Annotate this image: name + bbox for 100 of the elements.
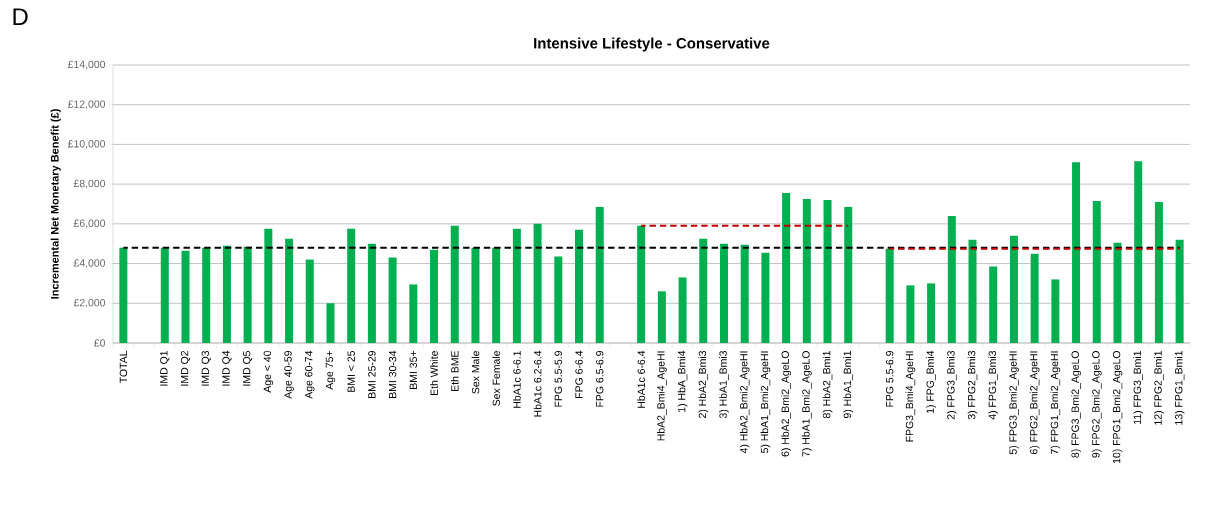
x-tick-label: HbA1c 6-6.1 bbox=[513, 351, 521, 408]
x-tick-label: BMI < 25 bbox=[347, 350, 355, 392]
x-tick-label: 1) HbA_Bmi4 bbox=[677, 350, 688, 412]
bar bbox=[1175, 239, 1184, 343]
bar bbox=[367, 243, 376, 343]
bar bbox=[1051, 279, 1060, 343]
x-tick-label: BMI 30-34 bbox=[388, 350, 397, 398]
bar bbox=[844, 206, 853, 343]
bar bbox=[782, 193, 791, 343]
bar bbox=[512, 228, 521, 343]
x-tick-label: 9) HbA1_Bmi1 bbox=[843, 351, 854, 419]
y-tick-label: £10,000 bbox=[67, 140, 106, 149]
bar bbox=[575, 229, 584, 343]
bar bbox=[285, 238, 294, 343]
x-tick-label: 8) HbA2_Bmi1 bbox=[822, 351, 833, 419]
x-tick-label: 13) FPG1_Bmi1 bbox=[1174, 351, 1185, 425]
x-tick-label: FPG3_Bmi4_AgeHI bbox=[905, 351, 916, 442]
y-tick-label: £6,000 bbox=[73, 219, 106, 229]
bar bbox=[388, 257, 397, 343]
x-tick-label: 1) FPG_Bmi4 bbox=[926, 350, 936, 414]
bar bbox=[347, 228, 356, 343]
y-tick-label: £12,000 bbox=[67, 100, 106, 110]
x-tick-label: HbA2_Bmi4_AgeHI bbox=[656, 351, 667, 441]
x-tick-label: HbA1c 6-6.4 bbox=[637, 350, 645, 408]
x-tick-label: Eth White bbox=[430, 350, 438, 395]
bar bbox=[492, 247, 501, 343]
x-tick-label: Age 40-59 bbox=[284, 351, 294, 399]
bar bbox=[823, 200, 832, 343]
bar bbox=[202, 247, 211, 343]
x-tick-label: Sex Female bbox=[492, 350, 501, 406]
x-tick-label: FPG 6.5-6.9 bbox=[596, 351, 604, 407]
x-tick-label: 8) FPG3_Bmi2_AgeLO bbox=[1071, 351, 1081, 458]
bar bbox=[1072, 162, 1081, 343]
bar bbox=[326, 303, 335, 343]
x-tick-label: 3) FPG2_Bmi3 bbox=[967, 350, 978, 420]
bar bbox=[740, 244, 749, 343]
x-tick-label: 7) HbA1_Bmi2_AgeLO bbox=[801, 351, 812, 457]
x-tick-label: 4) FPG1_Bmi3 bbox=[988, 350, 999, 420]
bar bbox=[554, 256, 563, 343]
y-axis-title: Incremental Net Monetary Benefit (£) bbox=[50, 109, 61, 299]
bar bbox=[264, 228, 273, 343]
x-tick-label: 10) FPG1_Bmi2_AgeLO bbox=[1112, 351, 1123, 464]
x-tick-label: IMD Q4 bbox=[222, 350, 232, 386]
x-tick-label: IMD Q1 bbox=[160, 351, 170, 386]
x-tick-label: Age 75+ bbox=[325, 351, 336, 390]
bar bbox=[450, 225, 459, 343]
x-tick-label: IMD Q5 bbox=[243, 350, 253, 386]
x-tick-label: 4) HbA2_Bmi2_AgeHI bbox=[739, 351, 750, 454]
bar bbox=[802, 199, 811, 343]
bar bbox=[1113, 242, 1122, 343]
bar bbox=[947, 215, 956, 343]
x-tick-label: 11) FPG3_Bmi1 bbox=[1133, 351, 1144, 424]
x-tick-label: Age 60-74 bbox=[305, 350, 315, 399]
x-tick-label: HbA1c 6.2-6.4 bbox=[533, 350, 542, 417]
bar bbox=[533, 223, 542, 343]
x-tick-label: BMI 25-29 bbox=[368, 351, 376, 398]
x-tick-label: IMD Q2 bbox=[180, 351, 191, 386]
bar bbox=[719, 243, 728, 343]
bar bbox=[885, 248, 894, 343]
y-tick-label: £2,000 bbox=[73, 298, 106, 308]
y-tick-label: £4,000 bbox=[73, 259, 106, 268]
x-tick-label: FPG 5.5-6.9 bbox=[885, 351, 894, 407]
y-tick-label: £14,000 bbox=[67, 60, 106, 70]
x-tick-label: BMI 35+ bbox=[409, 351, 418, 389]
bar bbox=[637, 225, 646, 343]
x-tick-label: 12) FPG2_Bmi1 bbox=[1154, 351, 1164, 425]
x-tick-label: 9) FPG2_Bmi2_AgeLO bbox=[1091, 351, 1102, 458]
bar bbox=[160, 247, 169, 343]
x-tick-label: FPG 6-6.4 bbox=[575, 350, 583, 398]
bar bbox=[181, 250, 190, 343]
x-tick-label: Eth BME bbox=[450, 350, 459, 391]
bar bbox=[305, 259, 314, 343]
chart-title: Intensive Lifestyle - Conservative bbox=[534, 37, 770, 52]
x-tick-label: 2) HbA2_Bmi3 bbox=[698, 350, 709, 418]
x-tick-label: FPG 5.5-5.9 bbox=[554, 351, 563, 407]
bar bbox=[430, 249, 439, 343]
bar bbox=[409, 284, 418, 343]
x-tick-label: 5) FPG3_Bmi2_AgeHI bbox=[1009, 351, 1019, 455]
bar bbox=[906, 285, 915, 343]
bar bbox=[678, 277, 687, 343]
bar bbox=[989, 266, 998, 343]
bar bbox=[471, 247, 480, 343]
y-tick-label: £0 bbox=[94, 339, 106, 347]
bar bbox=[1092, 201, 1101, 343]
bar bbox=[761, 252, 770, 343]
bar bbox=[119, 247, 128, 343]
bar bbox=[657, 291, 666, 343]
bar bbox=[1009, 235, 1018, 343]
x-tick-label: 5) HbA1_Bmi2_AgeHI bbox=[760, 351, 771, 453]
bar bbox=[968, 239, 977, 343]
x-tick-label: 6) FPG2_Bmi2_AgeHI bbox=[1029, 351, 1040, 455]
y-tick-label: £8,000 bbox=[73, 179, 106, 189]
bar bbox=[222, 245, 231, 343]
bar bbox=[1154, 202, 1163, 343]
bar bbox=[1134, 161, 1143, 343]
bar bbox=[595, 206, 604, 343]
bar bbox=[1030, 253, 1039, 343]
bar bbox=[243, 246, 252, 343]
x-tick-label: IMD Q3 bbox=[201, 350, 211, 386]
bar bbox=[699, 238, 708, 343]
